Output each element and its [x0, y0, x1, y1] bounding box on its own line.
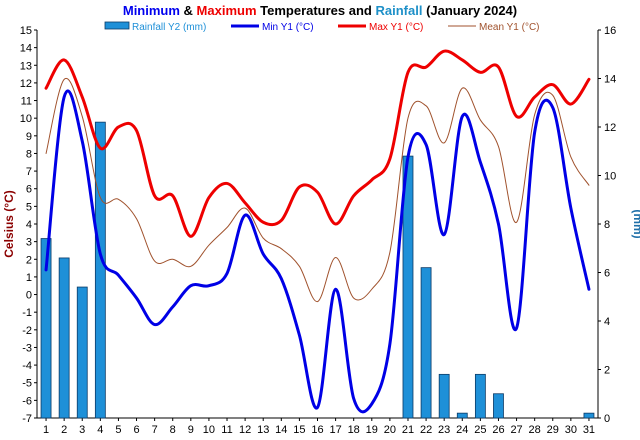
y-right-tick-label: 4 [604, 316, 610, 328]
x-tick-label: 21 [402, 424, 414, 436]
rainfall-bar [94, 121, 106, 419]
x-tick-label: 10 [203, 424, 215, 436]
y-right-tick-label: 6 [604, 268, 610, 280]
y-left-tick-label: -7 [22, 413, 32, 425]
y-left-tick-label: 3 [26, 237, 32, 249]
legend-rainfall-label: Rainfall Y2 (mm) [132, 22, 206, 33]
y-right-tick-label: 10 [604, 171, 616, 183]
y-left-tick-label: -5 [22, 378, 32, 390]
chart-title: Minimum & Maximum Temperatures and Rainf… [123, 3, 517, 18]
x-tick-label: 22 [420, 424, 432, 436]
y-left-tick-label: 13 [20, 60, 32, 72]
y-left-tick-label: 8 [26, 148, 32, 160]
x-tick-label: 26 [492, 424, 504, 436]
x-tick-label: 17 [329, 424, 341, 436]
legend-mean-label: Mean Y1 (°C) [479, 22, 540, 33]
x-tick-label: 23 [438, 424, 450, 436]
rainfall-bar [438, 373, 450, 419]
y-right-tick-label: 12 [604, 122, 616, 134]
y-right-tick-label: 2 [604, 365, 610, 377]
max-temp-line [44, 49, 591, 238]
y-left-tick-label: 4 [26, 219, 32, 231]
x-tick-label: 15 [293, 424, 305, 436]
y-axis-right-label: (mm) [631, 209, 640, 238]
y-right-tick-label: 8 [604, 219, 610, 231]
x-tick-label: 25 [474, 424, 486, 436]
temperature-lines [44, 49, 591, 414]
legend: Rainfall Y2 (mm) Min Y1 (°C) Max Y1 (°C) Me… [104, 21, 540, 33]
x-tick-label: 28 [529, 424, 541, 436]
x-tick-label: 30 [565, 424, 577, 436]
x-tick-label: 4 [97, 424, 103, 436]
x-tick-label: 20 [384, 424, 396, 436]
x-tick-label: 29 [547, 424, 559, 436]
rainfall-bar [493, 393, 504, 419]
y-left-tick-label: 11 [21, 96, 32, 108]
x-tick-label: 13 [257, 424, 269, 436]
rainfall-bar [40, 238, 52, 419]
y-left-tick-label: 10 [20, 113, 32, 125]
y-left-tick-label: 1 [26, 272, 32, 284]
rainfall-bar [76, 286, 88, 419]
y-left-tick-label: -1 [22, 307, 32, 319]
y-right-tick-label: 14 [604, 74, 616, 86]
legend-max-label: Max Y1 (°C) [369, 22, 423, 33]
x-tick-label: 7 [152, 424, 158, 436]
x-tick-label: 27 [510, 424, 522, 436]
y-axis-left-label: Celsius (°C) [2, 190, 16, 257]
x-tick-label: 11 [221, 424, 232, 436]
title-part: (January 2024) [422, 3, 517, 18]
y-right-tick-label: 0 [604, 413, 610, 425]
y-left-tick-label: 2 [26, 254, 32, 266]
title-part: & [180, 3, 197, 18]
x-tick-label: 12 [239, 424, 251, 436]
title-part: Temperatures and [257, 3, 376, 18]
y-left-tick-label: 6 [26, 184, 32, 196]
y-left-tick-label: -3 [22, 342, 32, 354]
min-temp-line [44, 89, 591, 414]
y-left-tick-label: 7 [26, 166, 32, 178]
y-left-tick-label: 9 [26, 131, 32, 143]
y-right-tick-label: 16 [604, 25, 616, 37]
y-left-tick-label: 5 [26, 201, 32, 213]
x-tick-label: 16 [311, 424, 323, 436]
mean-temp-line [45, 77, 590, 303]
x-tick-label: 19 [366, 424, 378, 436]
x-tick-label: 6 [133, 424, 139, 436]
x-tick-label: 2 [61, 424, 67, 436]
title-part: Rainfall [375, 3, 422, 18]
x-tick-label: 18 [348, 424, 360, 436]
right-axis: 16 14 12 10 8 6 4 2 0 [597, 25, 616, 425]
legend-rainfall-swatch [104, 21, 130, 30]
title-part: Maximum [197, 3, 257, 18]
x-axis: 1 2 3 4 5 6 7 8 9 10 11 12 13 14 15 16 17 18 19 20 21 22 23 24 2… [37, 417, 598, 436]
rainfall-bars [40, 121, 595, 419]
legend-min-label: Min Y1 (°C) [262, 22, 314, 33]
x-tick-label: 9 [188, 424, 194, 436]
x-tick-label: 24 [456, 424, 468, 436]
x-tick-label: 31 [583, 424, 595, 436]
y-left-tick-label: 12 [20, 78, 32, 90]
rainfall-bar [583, 412, 595, 419]
rainfall-bar [456, 412, 468, 419]
x-tick-label: 5 [115, 424, 121, 436]
y-left-tick-label: -6 [22, 395, 32, 407]
rainfall-bar [420, 267, 432, 419]
x-tick-label: 3 [79, 424, 85, 436]
x-tick-label: 8 [170, 424, 176, 436]
title-part: Minimum [123, 3, 180, 18]
x-tick-label: 14 [275, 424, 287, 436]
y-left-tick-label: -2 [22, 325, 32, 337]
y-left-tick-label: 0 [26, 290, 32, 302]
y-left-tick-label: 14 [20, 43, 32, 55]
x-tick-label: 1 [43, 424, 49, 436]
y-left-tick-label: 15 [20, 25, 32, 37]
rainfall-bar [474, 373, 486, 419]
rainfall-bar [58, 257, 70, 419]
y-left-tick-label: -4 [22, 360, 32, 372]
